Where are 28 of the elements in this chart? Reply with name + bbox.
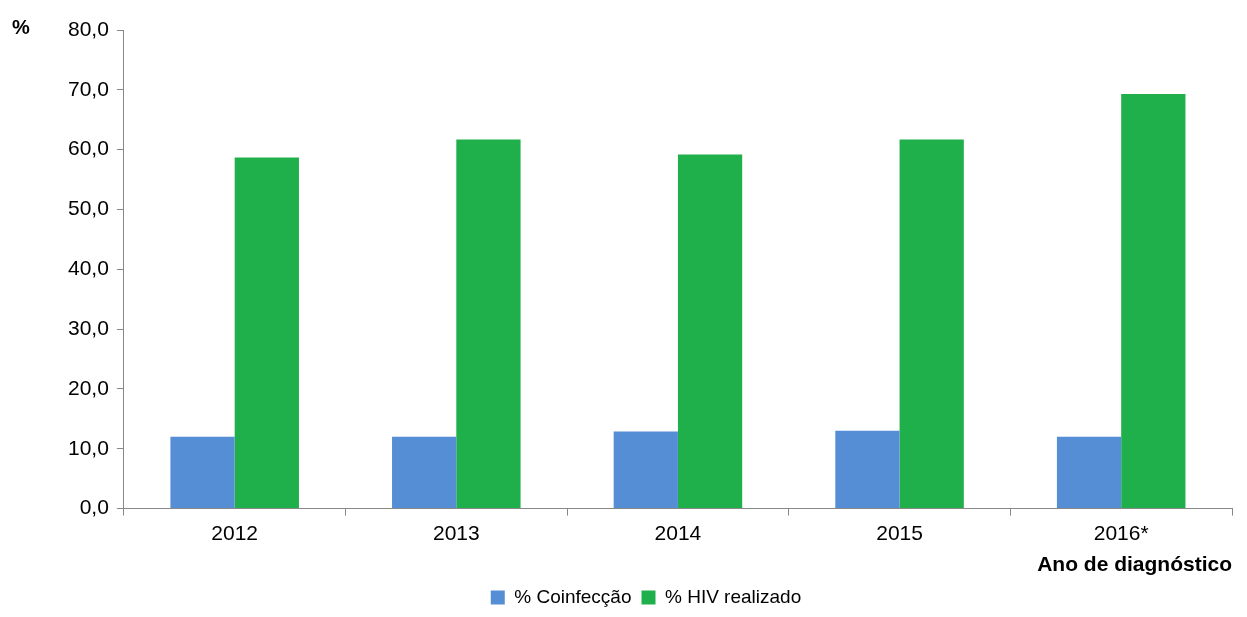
bar: [613, 431, 678, 509]
y-tick-label: 10,0: [68, 435, 109, 459]
y-tick-label: 50,0: [68, 196, 109, 220]
bar: [677, 154, 743, 509]
x-tick-label: 2016*: [1093, 521, 1149, 544]
y-tick-label: 80,0: [68, 16, 109, 40]
y-tick-label: 70,0: [68, 76, 109, 100]
bar: [456, 139, 521, 509]
bar: [899, 139, 964, 509]
x-axis-title: Ano de diagnóstico: [1037, 552, 1232, 576]
x-tick-label: 2012: [211, 521, 259, 544]
bar: [1121, 94, 1186, 509]
x-tick-label: 2015: [876, 521, 923, 544]
bar: [170, 436, 235, 509]
y-tick-label: 20,0: [68, 375, 109, 399]
x-tick-label: 2014: [654, 521, 702, 544]
bar: [1056, 436, 1122, 509]
y-tick-label: 60,0: [68, 136, 109, 160]
bar: [392, 436, 457, 509]
y-tick-label: 30,0: [68, 315, 109, 339]
y-tick-label: 40,0: [68, 256, 109, 280]
bar: [234, 157, 299, 509]
y-tick-label: 0,0: [79, 495, 109, 519]
legend-label: % Coinfecção: [514, 585, 632, 607]
bar: [835, 430, 900, 509]
y-axis-title: %: [12, 15, 30, 38]
x-tick-label: 2013: [432, 521, 480, 544]
legend-label: % HIV realizado: [665, 585, 802, 607]
